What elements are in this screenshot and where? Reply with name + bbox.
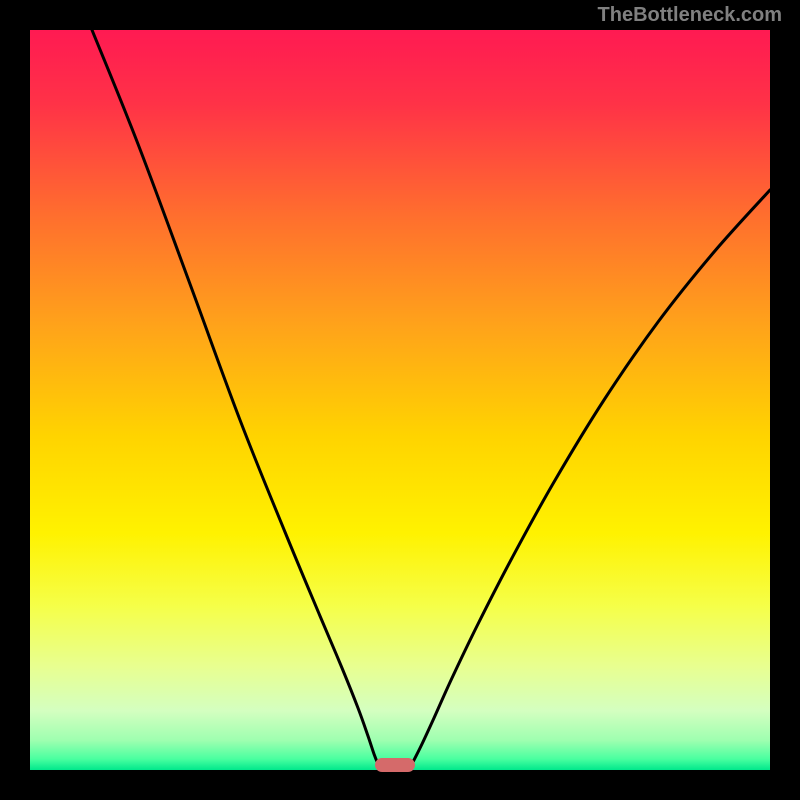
- watermark-text: TheBottleneck.com: [598, 4, 782, 27]
- left-curve: [92, 30, 380, 768]
- curve-overlay: [30, 30, 770, 770]
- plot-area: [30, 30, 770, 770]
- right-curve: [410, 190, 770, 768]
- bottleneck-marker: [375, 758, 415, 772]
- chart-container: TheBottleneck.com: [0, 0, 800, 800]
